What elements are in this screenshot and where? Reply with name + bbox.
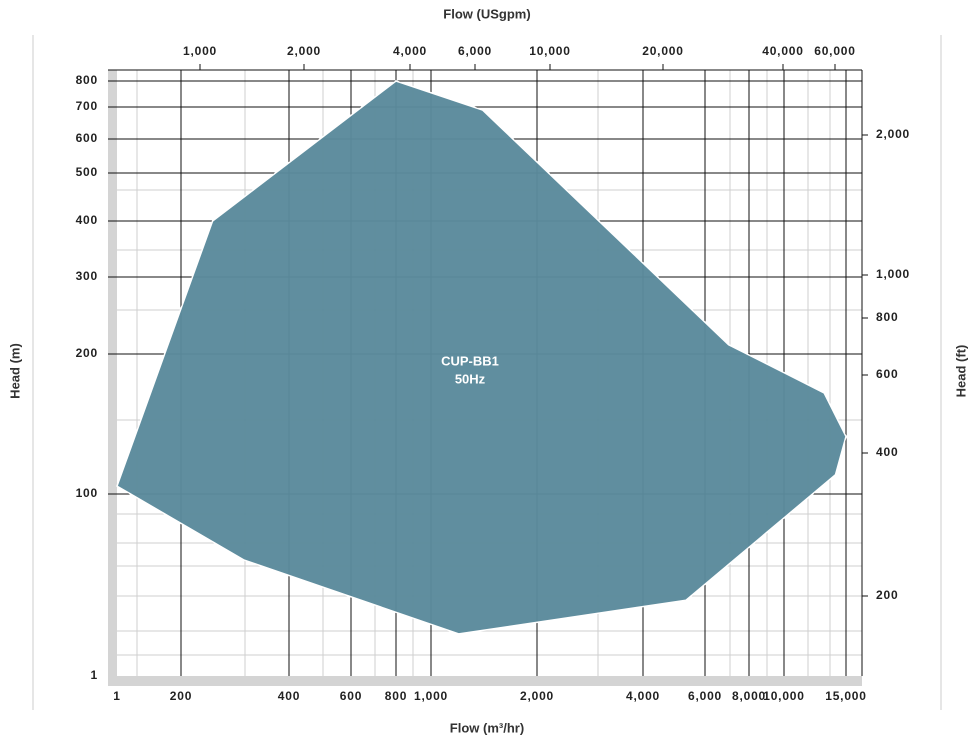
x2-tick-label: 40,000 <box>762 44 804 58</box>
x-tick-label: 400 <box>278 689 300 703</box>
annotation: CUP-BB1 <box>441 353 499 368</box>
y-tick-label: 1 <box>91 668 98 682</box>
y-tick-label: 200 <box>76 346 98 360</box>
y-tick-label: 600 <box>76 131 98 145</box>
plot <box>116 80 847 635</box>
x2-tick-label: 10,000 <box>529 44 571 58</box>
x-tick-label: 800 <box>385 689 407 703</box>
y-tick-label: 800 <box>76 73 98 87</box>
y-tick-label: 300 <box>76 269 98 283</box>
x2-tick-label: 20,000 <box>642 44 684 58</box>
y2-tick-label: 200 <box>876 588 898 602</box>
coverage-area <box>116 80 847 635</box>
x2-tick-label: 2,000 <box>287 44 321 58</box>
y-axis-title: Head (m) <box>7 343 22 399</box>
y2-tick-label: 600 <box>876 367 898 381</box>
x2-tick-label: 1,000 <box>183 44 217 58</box>
y2-tick-label: 400 <box>876 445 898 459</box>
x2-tick-label: 4,000 <box>393 44 427 58</box>
x-tick-label: 200 <box>170 689 192 703</box>
y-tick-label: 500 <box>76 165 98 179</box>
y2-tick-label: 800 <box>876 310 898 324</box>
x2-tick-label: 6,000 <box>458 44 492 58</box>
x-tick-label: 1,000 <box>414 689 448 703</box>
y-tick-label: 400 <box>76 213 98 227</box>
axis-band <box>108 70 117 686</box>
y2-tick-label: 2,000 <box>876 127 910 141</box>
x-tick-label: 6,000 <box>688 689 722 703</box>
x-tick-label: 4,000 <box>626 689 660 703</box>
annotation: 50Hz <box>455 371 486 386</box>
x2-tick-label: 60,000 <box>814 44 856 58</box>
axis-band <box>108 676 862 686</box>
x-tick-label: 1 <box>113 689 120 703</box>
x-tick-label: 15,000 <box>825 689 867 703</box>
y-tick-label: 100 <box>76 486 98 500</box>
x-tick-label: 8,000 <box>732 689 766 703</box>
x-axis-title: Flow (m³/hr) <box>450 720 524 735</box>
top-axis-title: Flow (USgpm) <box>443 6 530 21</box>
y-tick-label: 700 <box>76 99 98 113</box>
x-tick-label: 2,000 <box>520 689 554 703</box>
y2-axis-title: Head (ft) <box>953 345 968 398</box>
x-tick-label: 10,000 <box>763 689 805 703</box>
y2-tick-label: 1,000 <box>876 267 910 281</box>
x-tick-label: 600 <box>340 689 362 703</box>
